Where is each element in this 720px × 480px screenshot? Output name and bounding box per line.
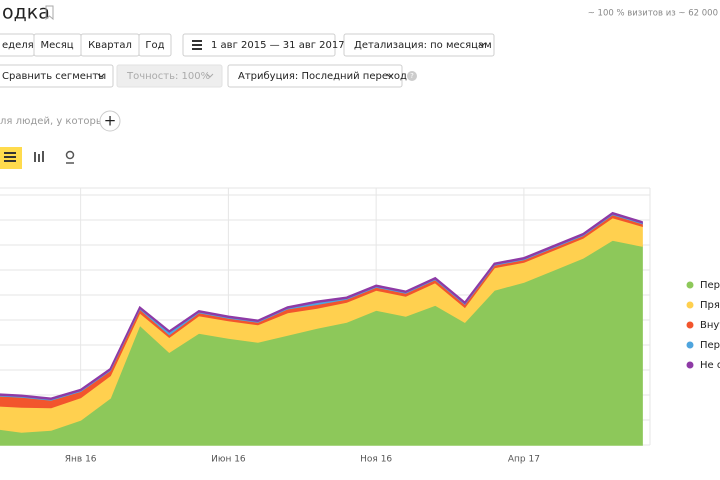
dropdown-arrow <box>478 42 486 47</box>
legend: Пере Прям Внут Пере Не о <box>686 280 720 371</box>
plot <box>0 188 650 446</box>
compare-label: Сравнить сегменты <box>2 71 106 82</box>
accuracy-label: Точность: 100% <box>126 71 210 82</box>
help-label: ? <box>410 72 414 80</box>
legend-marker <box>686 281 694 289</box>
dropdown-arrow <box>206 73 214 78</box>
map-icon[interactable] <box>65 150 75 160</box>
calendar-icon <box>192 40 202 50</box>
period-buttons: еделя Месяц Квартал Год <box>0 33 172 57</box>
legend-marker <box>686 361 694 369</box>
add-button[interactable] <box>99 110 121 132</box>
accuracy-button[interactable] <box>116 64 223 88</box>
legend-marker <box>686 301 694 309</box>
page-title: одка <box>2 2 50 24</box>
segment-text: ля людей, у которых <box>0 116 110 127</box>
bar-icon[interactable] <box>34 151 44 162</box>
period-button[interactable] <box>138 33 172 57</box>
legend-label: Внут <box>700 320 720 331</box>
add-label: + <box>104 112 117 130</box>
period-label: Месяц <box>40 40 73 51</box>
date-button[interactable] <box>182 33 336 57</box>
x-tick-label: Янв 16 <box>65 455 97 465</box>
legend-marker <box>686 321 694 329</box>
x-tick-label: Апр 17 <box>508 455 540 465</box>
help-icon[interactable] <box>407 71 417 81</box>
legend-label: Пере <box>700 280 720 291</box>
period-label: Год <box>145 40 164 51</box>
bookmark-icon[interactable] <box>45 5 54 21</box>
x-tick-label: Июн 16 <box>211 455 246 465</box>
legend-label: Пере <box>700 340 720 351</box>
dropdown-arrow <box>386 73 394 78</box>
period-label: еделя <box>2 40 34 51</box>
area-icon <box>4 152 16 162</box>
visits-info: ~ 100 % визитов из ~ 62 000 <box>588 9 718 19</box>
attribution-label: Атрибуция: Последний переход <box>238 71 407 82</box>
x-tick-label: Ноя 16 <box>360 455 392 465</box>
dropdown-arrow <box>97 73 105 78</box>
attribution-button[interactable] <box>227 64 403 88</box>
detail-button[interactable] <box>343 33 495 57</box>
period-label: Квартал <box>88 40 132 51</box>
legend-marker <box>686 341 694 349</box>
legend-label: Не о <box>700 360 720 371</box>
legend-label: Прям <box>700 300 720 311</box>
compare-button[interactable] <box>0 64 114 88</box>
date-range: 1 авг 2015 — 31 авг 2017 <box>211 40 345 51</box>
area <box>0 211 643 401</box>
detail-label: Детализация: по месяцам <box>354 40 492 51</box>
